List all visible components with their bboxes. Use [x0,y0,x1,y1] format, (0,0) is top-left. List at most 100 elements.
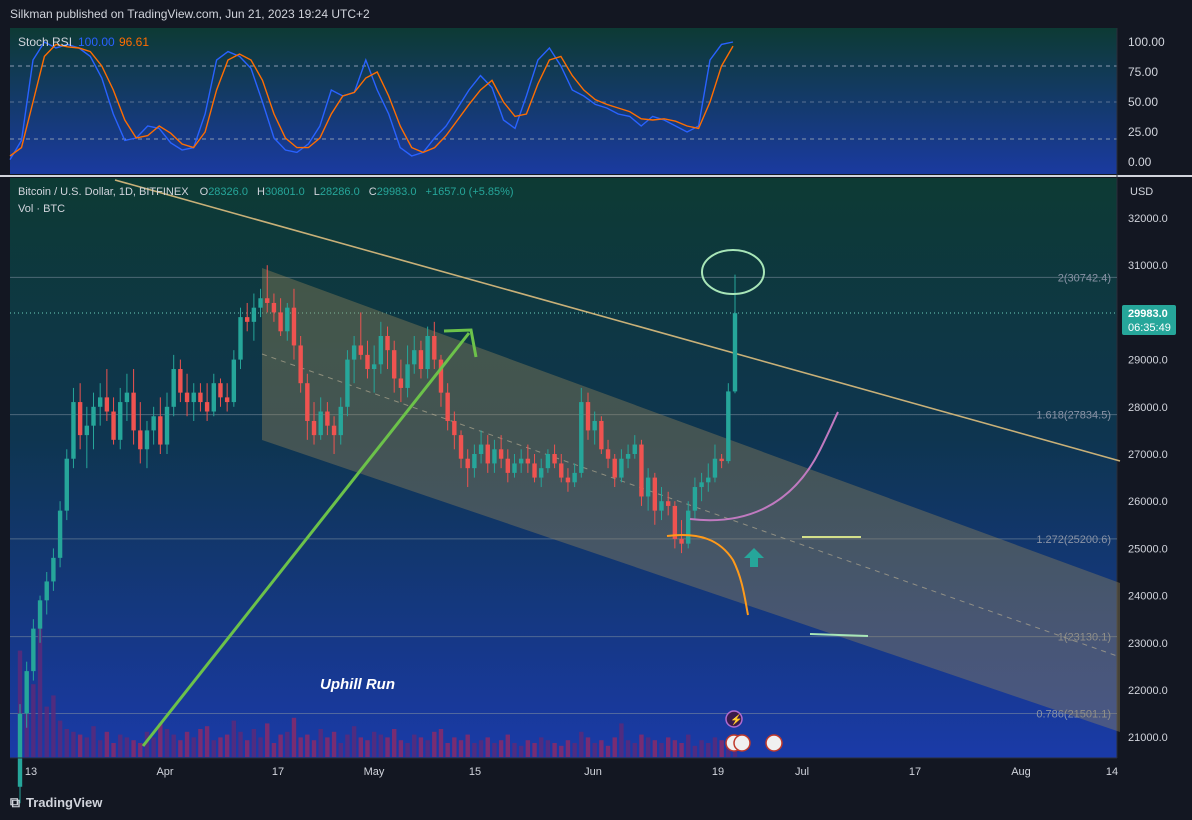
rsi-axis-label: 0.00 [1128,155,1152,169]
resistance-trendline[interactable] [114,179,1121,462]
high-label: H [257,186,265,198]
high-value: 30801.0 [265,186,305,198]
volume-bar [726,743,731,757]
time-tick-label: 15 [469,766,481,778]
candle-body [24,671,29,714]
volume-bar [231,720,237,757]
candle-body [97,397,103,407]
volume-bar [692,745,698,757]
volume-bar [478,740,484,757]
volume-bar [612,737,617,757]
volume-bar [118,734,123,757]
tradingview-brand[interactable]: TradingView [26,795,103,810]
volume-bar [572,743,577,757]
price-tick-label: 25000.0 [1128,543,1168,555]
volume-bar [331,731,337,757]
candle-body [585,402,591,431]
volume-bar [665,737,671,757]
volume-bar [445,743,450,757]
event-lightning-icon[interactable] [725,710,743,728]
us-flag-icon[interactable] [733,734,751,752]
candle-body [505,458,511,473]
price-tick-label: 28000.0 [1128,402,1168,414]
candle-body [91,406,96,426]
candle-body [345,359,350,407]
candle-body [492,449,497,464]
volume-bar [318,729,323,757]
main-panel-bg [10,178,1117,758]
candle-body [211,383,216,412]
volume-bar [31,684,36,757]
candle-body [378,336,384,365]
volume-bar [398,740,404,757]
volume-bar [91,726,96,757]
candle-body [285,307,290,332]
volume-bar [151,737,156,757]
price-tick-label: 27000.0 [1128,449,1168,461]
footer: ⧉ TradingView [10,794,102,811]
volume-bar [405,743,410,757]
price-tick-label: 22000.0 [1128,685,1168,697]
volume-bar [686,734,691,757]
volume-bar [532,743,537,757]
candle-body [692,487,698,511]
svg-text:Bitcoin / U.S. Dollar, 1D, BIT: Bitcoin / U.S. Dollar, 1D, BITFINEX O283… [18,186,514,198]
volume-bar [265,723,270,757]
candle-body [699,482,704,488]
candle-body [545,454,551,469]
candle-body [385,336,390,351]
breakout-circle[interactable] [701,249,765,295]
candle-body [438,359,444,393]
candle-body [171,369,176,407]
volume-bar [672,740,678,757]
candle-body [639,444,644,497]
candle-body [158,416,163,445]
candle-body [398,378,404,388]
candle-body [318,411,323,436]
volume-bar [545,740,551,757]
publish-header: Silkman published on TradingView.com, Ju… [10,7,370,21]
candle-body [645,477,651,497]
orange-projection-curve[interactable] [666,534,749,616]
rsi-d-value: 96.61 [119,35,149,49]
fib-level-label: 2(30742.4) [1058,272,1111,284]
uphill-arrow-line[interactable] [141,332,471,747]
candle-body [164,406,170,445]
volume-bar [97,740,103,757]
pink-projection-curve[interactable] [689,411,839,522]
volume-bar [244,740,250,757]
volume-bar [124,737,130,757]
level-mark-lower[interactable] [809,633,869,637]
open-label: O [200,186,209,198]
tradingview-logo-icon[interactable]: ⧉ [10,794,20,810]
volume-bar [699,740,704,757]
candle-body [679,538,684,544]
volume-bar [365,740,370,757]
candle-body [619,458,624,478]
us-flag-icon[interactable] [765,734,783,752]
candle-body [732,313,738,392]
lightning-glyph: ⚡ [730,713,742,726]
low-value: 28286.0 [320,186,360,198]
volume-bar [325,737,330,757]
time-tick-label: 17 [909,766,921,778]
volume-bar [238,731,243,757]
uphill-arrow-head [443,328,478,358]
candle-body [111,411,116,440]
descending-channel[interactable] [262,268,1120,732]
candle-body [71,402,76,459]
candle-body [652,477,658,511]
volume-bar [512,743,517,757]
time-tick-label: 13 [25,766,37,778]
volume-bar [632,743,637,757]
candle-body [338,406,343,436]
candle-body [178,369,183,393]
candle-body [218,383,223,398]
uphill-run-text[interactable]: Uphill Run [320,676,395,693]
volume-bar [258,737,263,757]
candle-body [278,312,283,332]
candle-body [44,581,49,601]
fib-levels: 2(30742.4) 1.618(27834.5) 1.272(25200.6) 1(… [10,272,1117,721]
volume-bar [518,745,524,757]
